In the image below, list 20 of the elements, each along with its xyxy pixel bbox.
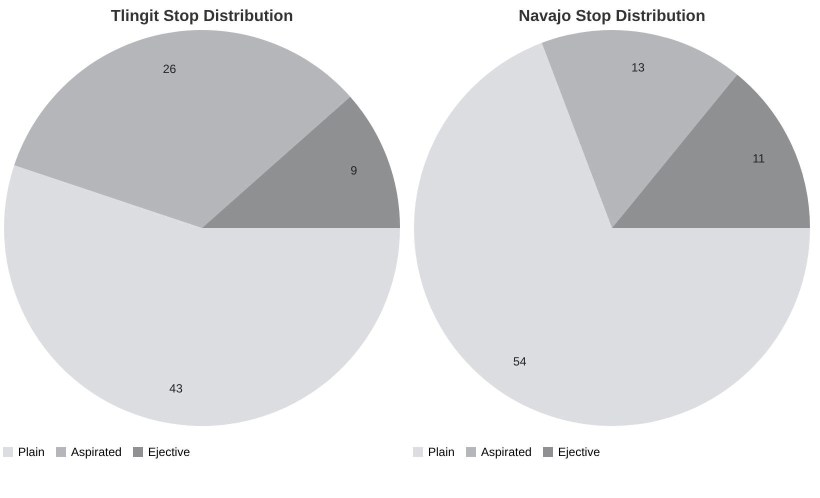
data-label: 54: [513, 354, 527, 369]
legend-label: Aspirated: [481, 445, 532, 459]
legend-label: Plain: [18, 445, 45, 459]
chart-title: Tlingit Stop Distribution: [110, 8, 294, 25]
legend-label: Ejective: [558, 445, 600, 459]
pie-slice: [542, 30, 738, 228]
data-label: 9: [350, 163, 358, 178]
legend-label: Ejective: [148, 445, 190, 459]
legend-label: Plain: [428, 445, 455, 459]
pie-slice: [4, 165, 400, 426]
data-label: 13: [631, 60, 646, 75]
chart-title: Navajo Stop Distribution: [518, 8, 706, 25]
pie-slice: [202, 96, 400, 228]
legend-label: Aspirated: [71, 445, 122, 459]
data-label: 26: [162, 62, 177, 76]
data-label: 43: [169, 381, 183, 396]
pie-slice: [414, 42, 810, 426]
data-label: 11: [752, 151, 766, 166]
pie-slice: [612, 74, 810, 228]
pie-slice: [14, 30, 350, 228]
